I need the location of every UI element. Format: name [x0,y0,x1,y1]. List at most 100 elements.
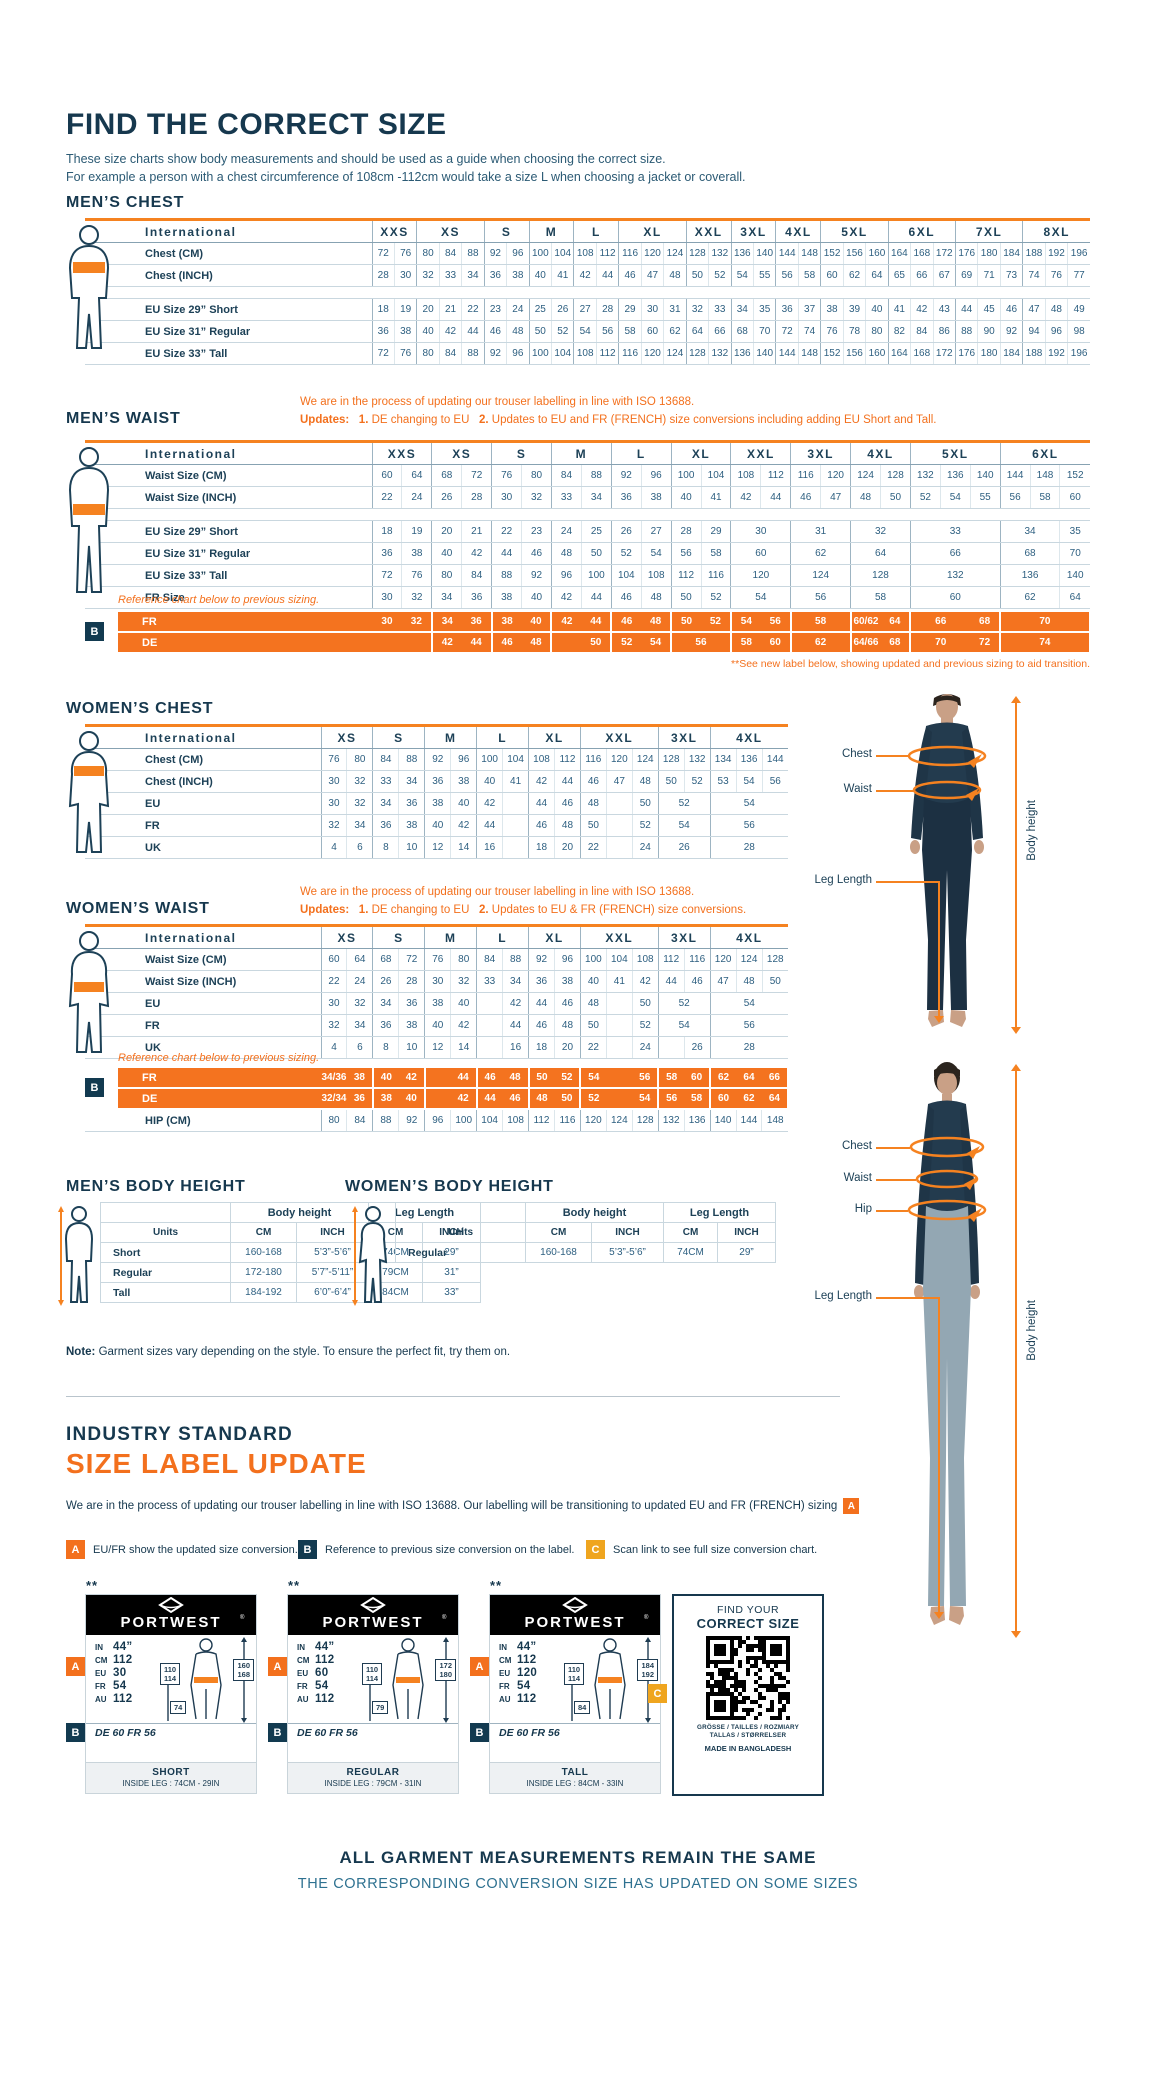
table-cell: 44 [476,814,504,837]
table-cell: 50 [671,612,701,633]
row-label: Chest (INCH) [85,770,322,793]
table-cell: 60 [321,948,348,971]
table-cell: 44 [528,792,555,815]
table-cell: 108 [730,464,762,487]
table-cell: 48 [632,770,659,793]
table-cell: 72 [372,564,403,587]
label-value-row: CM 112 [499,1654,537,1667]
row-label: FR [118,1068,321,1089]
table-cell: 65 [888,264,912,287]
table-cell: 66 [708,320,732,343]
table-cell: 148 [798,342,822,365]
table-cell: 156 [843,242,867,265]
mens-waist-table: International XXS XS S M L XL XXL 3XL 4XL 5XL 6XL Wa… [85,440,1090,609]
table-cell: 34 [461,264,485,287]
table-cell: 40 [416,320,440,343]
size-header: M [529,221,575,243]
table-cell: 64/66 [850,632,881,654]
table-cell: 34 [398,770,426,793]
table-cell [476,992,504,1015]
legend-text: Reference to previous size conversion on… [325,1543,575,1556]
table-cell: 192 [1045,342,1069,365]
size-header: 3XL [658,727,711,749]
table-cell: 47 [606,770,633,793]
table-cell: 66 [910,612,971,633]
table-cell: 54 [573,320,597,343]
mens-waist-iso-note: We are in the process of updating our tr… [300,396,695,408]
updates-label: Updates: [300,904,350,916]
waist-connector-line [876,790,914,792]
empty-cell [395,1202,526,1223]
table-cell: 38 [491,612,522,633]
table-cell: 40 [671,486,702,509]
table-cell: 144 [775,242,799,265]
note-line: Note: Garment sizes vary depending on th… [66,1346,510,1358]
table-cell: 26 [372,970,400,993]
row-label: FR Size [85,586,373,609]
table-cell: 66 [761,1068,789,1089]
key-b-badge: B [85,1078,104,1097]
size-header: XL [618,221,687,243]
table-cell [502,836,530,859]
size-value: 112 [113,1654,133,1666]
table-cell: 60 [1059,486,1090,509]
table-cell [606,1088,633,1110]
table-cell: 176 [955,342,979,365]
table-cell [606,792,633,815]
man-body-height-arrow-icon [1011,696,1021,1034]
portwest-logo: PORTWEST ® [86,1595,256,1635]
table-cell: 76 [394,242,418,265]
table-cell: 52 [708,264,732,287]
table-cell: 52 [551,320,575,343]
qr-card-correct-size: CORRECT SIZE [696,1616,800,1631]
table-cell: 64 [1059,586,1090,609]
size-header: S [491,443,553,465]
table-cell: 128 [880,464,911,487]
size-value: 112 [315,1654,335,1666]
waist-measure-box: 110 114 [564,1663,585,1685]
size-label-card-short: ** PORTWEST ® IN 44” CM 112 EU 30 FR 54 AU 112 110 114… [66,1578,257,1794]
size-value: 54 [113,1680,127,1692]
section-divider [66,1396,840,1397]
table-cell: 49 [1067,298,1091,321]
womens-waist-heading: WOMEN’S WAIST [66,900,210,917]
fit-strip: TALL INSIDE LEG : 84CM - 33IN [490,1762,660,1793]
table-cell: 38 [398,1014,426,1037]
table-cell: 86 [933,320,956,343]
transition-stars: ** [490,1578,503,1593]
table-cell: 70 [1000,612,1091,633]
svg-text:®: ® [442,1614,447,1621]
table-cell: 128 [658,748,685,771]
table-cell: 160 [865,242,889,265]
table-cell: 124 [850,464,881,487]
table-cell: 34 [346,814,374,837]
label-value-row: FR 54 [297,1680,334,1693]
table-cell: 104 [611,564,642,587]
label-value-row: IN 44” [297,1641,334,1654]
size-header: 4XL [710,727,788,749]
fit-name: TALL [561,1767,589,1778]
table-cell: 50 [580,814,607,837]
table-cell: 22 [372,486,403,509]
table-cell: 43 [933,298,956,321]
table-cell: 72 [372,242,395,265]
table-cell: 34 [581,486,612,509]
table-cell: 19 [401,520,433,543]
table-cell: 32 [850,520,911,543]
table-cell: 100 [450,1110,478,1132]
table-cell: 10 [398,1036,426,1059]
table-cell: 72 [775,320,799,343]
table-cell: 34 [1000,520,1061,543]
table-cell: 33 [372,770,400,793]
update-1-num: 1. [358,414,369,426]
table-cell: 60 [760,632,792,654]
table-cell: 108 [632,948,659,971]
table-cell: 6 [346,1036,374,1059]
table-cell: 40 [521,612,553,633]
table-cell: 46 [521,542,553,565]
table-cell: 32 [450,970,478,993]
table-cell: 42 [450,814,478,837]
size-value: 112 [517,1654,537,1666]
table-cell: 120 [820,464,852,487]
table-cell: 38 [401,542,433,565]
